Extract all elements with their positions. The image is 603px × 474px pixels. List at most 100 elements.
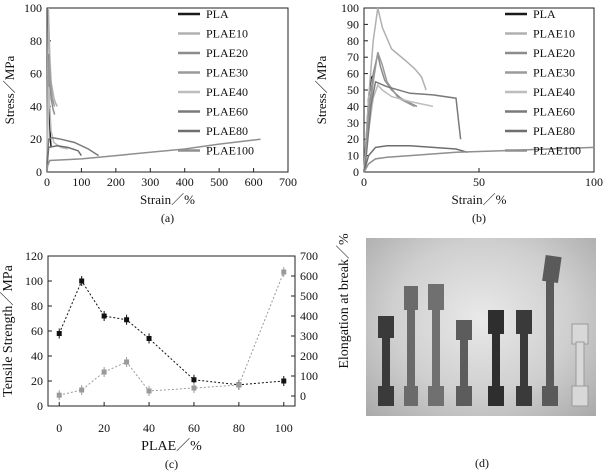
x-tick-label: 100 xyxy=(585,175,603,189)
y-tick-label: 20 xyxy=(347,132,359,146)
x-tick-label: 50 xyxy=(473,175,485,189)
x-tick-label: 0 xyxy=(361,175,367,189)
data-point xyxy=(101,369,107,375)
specimens xyxy=(378,255,589,407)
y2-tick-label: 700 xyxy=(300,249,318,263)
data-point xyxy=(191,377,197,383)
y-axis-label: Stress／MPa xyxy=(2,55,17,124)
y2-tick-label: 200 xyxy=(300,349,318,363)
y-tick-label: 60 xyxy=(30,67,42,81)
data-point xyxy=(124,359,130,365)
series-line-plae60 xyxy=(363,80,462,173)
specimen-1 xyxy=(378,316,394,338)
y2-tick-label: 0 xyxy=(300,389,306,403)
x-axis-label: Strain／% xyxy=(140,192,195,207)
x-tick-label: 100 xyxy=(275,421,293,435)
x-tick-label: 100 xyxy=(72,175,90,189)
data-point xyxy=(56,392,62,398)
legend-label-plae40: PLAE40 xyxy=(533,85,575,99)
x-tick-label: 700 xyxy=(279,175,297,189)
y-tick-label: 20 xyxy=(30,132,42,146)
legend-label-plae60: PLAE60 xyxy=(533,105,575,119)
series-line xyxy=(58,279,284,386)
data-point xyxy=(56,331,62,336)
specimen-4 xyxy=(456,320,472,340)
series-line xyxy=(59,271,285,396)
y-tick-label: 0 xyxy=(36,165,42,179)
data-point xyxy=(146,336,152,341)
y2-tick-label: 100 xyxy=(300,369,318,383)
y-tick-label: 100 xyxy=(24,1,42,15)
x-tick-label: 200 xyxy=(107,175,125,189)
y-tick-label: 50 xyxy=(347,83,359,97)
data-point xyxy=(124,317,130,323)
x-axis-label: Strain／% xyxy=(452,192,507,207)
y-tick-label: 20 xyxy=(31,374,43,388)
legend-label-plae60: PLAE60 xyxy=(206,105,248,119)
legend-label-plae40: PLAE40 xyxy=(206,85,248,99)
x-tick-label: 20 xyxy=(98,421,110,435)
panel-label: (c) xyxy=(165,457,178,471)
x-tick-label: 0 xyxy=(44,175,50,189)
legend-label-plae80: PLAE80 xyxy=(206,124,248,138)
y-tick-label: 40 xyxy=(347,99,359,113)
y-tick-label: 70 xyxy=(347,50,359,64)
series-line-plae80 xyxy=(46,145,83,173)
specimen-3 xyxy=(428,284,444,310)
legend-label-pla: PLA xyxy=(533,7,556,21)
data-point xyxy=(101,313,107,319)
x-tick-label: 60 xyxy=(188,421,200,435)
x-tick-label: 40 xyxy=(143,421,155,435)
specimen-8 xyxy=(571,323,589,345)
legend-label-plae20: PLAE20 xyxy=(533,46,575,60)
x-tick-label: 500 xyxy=(210,175,228,189)
data-point xyxy=(79,387,85,393)
panel-label: (b) xyxy=(472,211,486,225)
panel-label-d: (d) xyxy=(475,456,489,470)
data-point xyxy=(146,388,152,394)
y-tick-label: 80 xyxy=(31,299,43,313)
data-point xyxy=(236,382,242,388)
x-tick-label: 400 xyxy=(176,175,194,189)
y-tick-label: 60 xyxy=(31,324,43,338)
legend-label-plae100: PLAE100 xyxy=(206,144,254,158)
legend-label-plae80: PLAE80 xyxy=(533,124,575,138)
specimen-2 xyxy=(404,286,418,310)
y-tick-label: 60 xyxy=(347,67,359,81)
series-line-plae100 xyxy=(363,146,595,173)
specimen-5 xyxy=(488,310,504,334)
legend-label-plae10: PLAE10 xyxy=(533,27,575,41)
legend-label-plae10: PLAE10 xyxy=(206,27,248,41)
y2-tick-label: 300 xyxy=(300,329,318,343)
specimen-6 xyxy=(516,310,532,334)
x-tick-label: 0 xyxy=(56,421,62,435)
series-line-plae80 xyxy=(363,145,468,173)
x-tick-label: 300 xyxy=(141,175,159,189)
y2-tick-label: 600 xyxy=(300,269,318,283)
y-tick-label: 80 xyxy=(347,34,359,48)
y-tick-label: 0 xyxy=(353,165,359,179)
series-line-plae100 xyxy=(46,138,261,173)
y-axis-label: Tensile Strength／MPa xyxy=(0,264,16,396)
specimen-photo xyxy=(366,238,596,416)
y-tick-label: 30 xyxy=(347,116,359,130)
y-tick-label: 120 xyxy=(25,249,43,263)
legend-label-plae30: PLAE30 xyxy=(206,66,248,80)
data-point xyxy=(191,385,197,391)
y-tick-label: 10 xyxy=(347,149,359,163)
x-axis-label: PLAE／% xyxy=(141,438,202,454)
y-axis-label: Stress／MPa xyxy=(314,55,329,124)
legend-label-plae100: PLAE100 xyxy=(533,144,581,158)
y2-axis-label: Elongation at break／% xyxy=(336,233,352,369)
y2-tick-label: 400 xyxy=(300,309,318,323)
panel-label: (a) xyxy=(161,211,174,225)
y-tick-label: 90 xyxy=(347,17,359,31)
y-tick-label: 80 xyxy=(30,34,42,48)
data-point xyxy=(281,378,287,384)
x-tick-label: 600 xyxy=(245,175,263,189)
legend-label-pla: PLA xyxy=(206,7,229,21)
series-line-plae10 xyxy=(46,7,58,173)
